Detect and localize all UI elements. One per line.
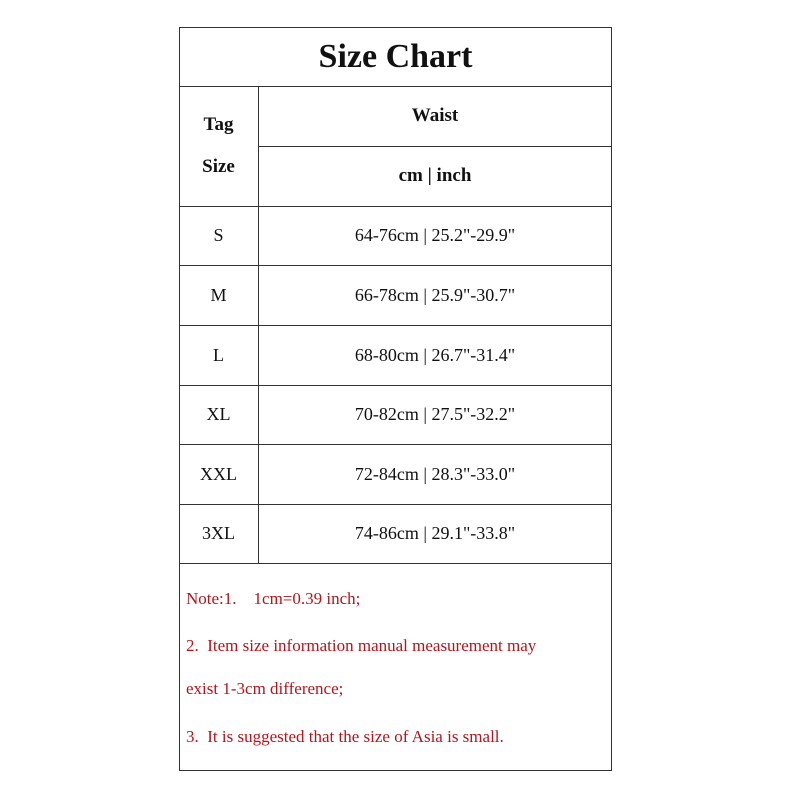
divider [179,563,612,564]
note-3: 3. It is suggested that the size of Asia… [186,727,504,746]
note-1: Note:1. 1cm=0.39 inch; [186,589,361,608]
waist-cell: 68-80cm | 26.7"-31.4" [354,344,516,365]
tag-header-line2: Size [202,156,235,177]
size-cell: XL [206,404,231,424]
waist-cell: 64-76cm | 25.2"-29.9" [354,225,516,245]
divider [179,206,612,207]
size-cell: M [210,284,227,305]
waist-cell: 72-84cm | 28.3"-33.0" [354,463,516,484]
waist-cell: 74-86cm | 29.1"-33.8" [354,523,516,543]
size-cell: XXL [200,463,237,484]
note-2-continued: exist 1-3cm difference; [186,679,344,698]
waist-cell: 70-82cm | 27.5"-32.2" [354,404,516,424]
units-header: cm | inch [398,165,472,186]
divider [179,444,612,445]
divider [258,146,612,147]
waist-cell: 66-78cm | 25.9"-30.7" [354,284,516,305]
tag-header-line1: Tag [203,114,234,135]
divider [179,86,612,87]
size-cell: S [213,225,224,245]
divider [179,504,612,505]
size-chart-table [179,27,612,771]
divider [179,325,612,326]
size-cell: 3XL [202,523,235,543]
divider [179,265,612,266]
waist-header: Waist [411,105,459,126]
size-cell: L [213,344,224,365]
divider [179,385,612,386]
page-title: Size Chart [318,38,473,75]
note-2: 2. Item size information manual measurem… [186,636,537,655]
divider [258,86,259,563]
